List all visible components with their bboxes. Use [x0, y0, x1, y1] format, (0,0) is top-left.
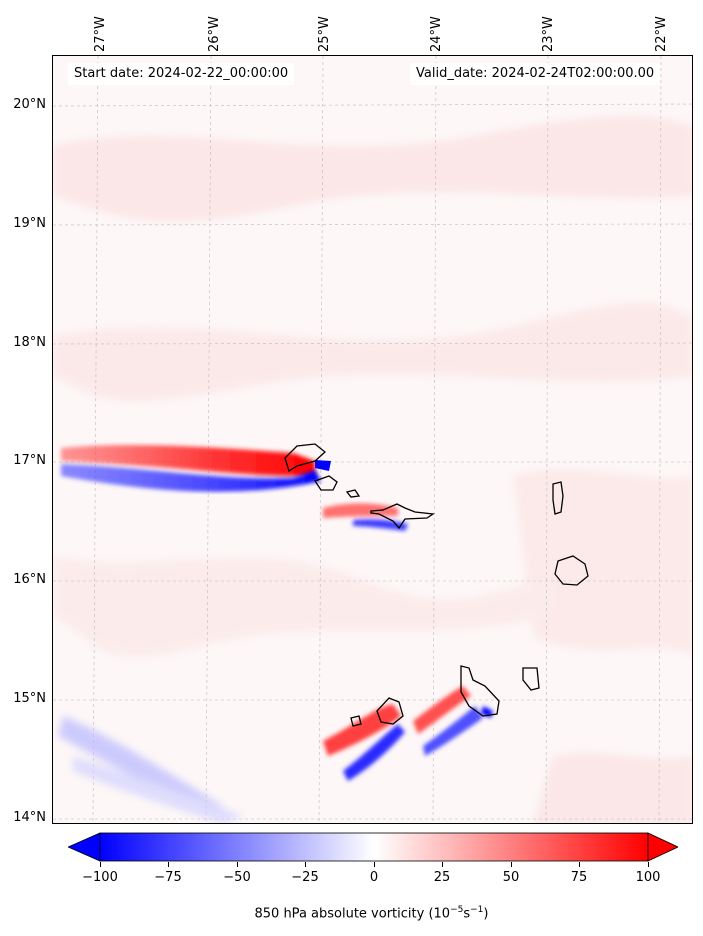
colorbar-tickmark [648, 862, 649, 867]
colorbar-tick-label: −75 [154, 870, 182, 885]
colorbar-tick-label: 75 [570, 870, 588, 885]
latitude-label-19n: 19°N [13, 216, 46, 231]
colorbar-tick-label: 0 [369, 870, 379, 885]
colorbar-tickmark [100, 862, 101, 867]
colorbar-tickmark [237, 862, 238, 867]
islands [284, 443, 589, 727]
island-santa-luzia [345, 489, 361, 498]
island-brava [350, 715, 362, 727]
south-vorticity-band [323, 686, 493, 781]
island-sal [552, 481, 564, 515]
island-boa-vista [554, 555, 589, 586]
island-sao-vicente [313, 475, 338, 491]
colorbar-tickmark [442, 862, 443, 867]
island-santo-antao [284, 443, 327, 472]
colorbar-label: 850 hPa absolute vorticity (10−5s−1) [254, 905, 489, 922]
colorbar-tick-label: 100 [635, 870, 661, 885]
island-fogo [376, 697, 404, 725]
colorbar-tick-label: 25 [433, 870, 451, 885]
colorbar-max-extend [647, 832, 679, 862]
colorbar-tickmark [579, 862, 580, 867]
colorbar-min-extend [67, 832, 101, 862]
island-santiago [460, 665, 500, 717]
graticule [53, 56, 692, 823]
island-maio [522, 667, 540, 691]
colorbar-tickmark [168, 862, 169, 867]
colorbar [67, 832, 679, 862]
latitude-label-14n: 14°N [13, 810, 46, 825]
map-panel [52, 55, 693, 824]
start-date-box: Start date: 2024-02-22_00:00:00 [68, 63, 295, 85]
north-vorticity-band [61, 445, 331, 492]
colorbar-tick-label: −100 [82, 870, 118, 885]
longitude-label-23w: 23°W [541, 16, 556, 52]
colorbar-tickmark [374, 862, 375, 867]
latitude-label-20n: 20°N [13, 97, 46, 112]
colorbar-tick-label: 50 [502, 870, 520, 885]
longitude-label-27w: 27°W [93, 16, 108, 52]
latitude-label-17n: 17°N [13, 453, 46, 468]
colorbar-tick-label: −25 [291, 870, 319, 885]
longitude-label-22w: 22°W [654, 16, 669, 52]
colorbar-tickmark [511, 862, 512, 867]
island-sao-nicolau [370, 503, 435, 530]
longitude-label-25w: 25°W [317, 16, 332, 52]
vorticity-field [53, 56, 692, 823]
longitude-label-24w: 24°W [429, 16, 444, 52]
colorbar-tick-label: −50 [223, 870, 251, 885]
background-streaks [53, 116, 692, 823]
colorbar-gradient [99, 832, 649, 862]
latitude-label-18n: 18°N [13, 335, 46, 350]
latitude-label-15n: 15°N [13, 691, 46, 706]
colorbar-tickmark [305, 862, 306, 867]
longitude-label-26w: 26°W [207, 16, 222, 52]
southwest-blue-streaks [58, 716, 243, 823]
latitude-label-16n: 16°N [13, 572, 46, 587]
middle-vorticity-band [323, 503, 408, 531]
valid-date-box: Valid_date: 2024-02-24T02:00:00.00 [410, 63, 661, 85]
